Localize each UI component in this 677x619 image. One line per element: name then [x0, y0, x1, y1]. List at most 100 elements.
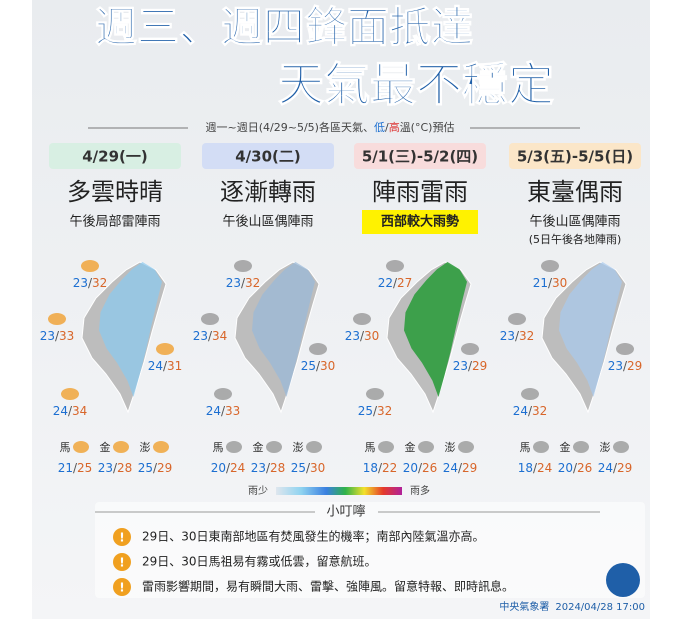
weather-icon: [386, 260, 404, 272]
temperature: 22/27: [378, 276, 413, 290]
date-pill: [354, 143, 486, 169]
temp-low: 23: [193, 329, 208, 343]
temperature: 20/24: [211, 461, 246, 475]
temp-high: 29: [472, 359, 487, 373]
temp-sep: /: [548, 276, 553, 290]
temperature: 23/29: [608, 359, 643, 373]
weather-icon: [378, 441, 394, 453]
warning-icon: [113, 578, 131, 596]
weather-icon: [573, 441, 589, 453]
temp-low: 24: [206, 404, 221, 418]
agency: 中央氣象署: [499, 600, 549, 613]
weather-icon: [613, 441, 629, 453]
temp-sep: /: [226, 461, 231, 475]
temp-high: 31: [167, 359, 182, 373]
warning-icon: [113, 553, 131, 571]
date-pill: [509, 143, 641, 169]
date-pill: [49, 143, 181, 169]
temperature: 18/24: [518, 461, 553, 475]
weather-icon: [234, 260, 252, 272]
note: 午後山區偶陣雨: [529, 215, 620, 230]
temp-high: 32: [92, 276, 107, 290]
temp-high: 30: [310, 461, 325, 475]
temp-sep: /: [393, 276, 398, 290]
island-name: 澎: [445, 441, 456, 454]
temperature: 23/28: [98, 461, 133, 475]
temp-high: 32: [377, 404, 392, 418]
island-name: 金: [405, 440, 416, 454]
map: [386, 261, 472, 414]
weather-icon: [266, 441, 282, 453]
timestamp: 2024/04/28 17:00: [555, 602, 645, 613]
note: 西部較大雨勢: [381, 214, 459, 230]
temp-high: 30: [320, 359, 335, 373]
weather-icon: [366, 388, 384, 400]
subtitle-part: 高: [389, 120, 400, 134]
temp-low: 23: [73, 276, 88, 290]
temp-high: 34: [72, 404, 87, 418]
temp-low: 24: [513, 404, 528, 418]
warning-mark: !: [119, 531, 124, 545]
temp-sep: /: [153, 461, 158, 475]
temp-sep: /: [68, 404, 73, 418]
map: [234, 261, 320, 414]
warning-mark: !: [119, 556, 124, 570]
temp-low: 20: [403, 461, 418, 475]
temp-sep: /: [528, 404, 533, 418]
temp-low: 25: [291, 461, 306, 475]
temp-high: 30: [364, 329, 379, 343]
temp-sep: /: [533, 461, 538, 475]
island-name: 澎: [293, 441, 304, 454]
temp-low: 20: [211, 461, 226, 475]
weather-icon: [461, 343, 479, 355]
temp-sep: /: [55, 329, 60, 343]
rain-area: [404, 262, 467, 397]
weather-icon: [48, 313, 66, 325]
temperature: 24/29: [443, 461, 478, 475]
temperature: 24/34: [53, 404, 88, 418]
note: 午後山區偶陣雨: [222, 215, 313, 230]
temp-high: 33: [225, 404, 240, 418]
weather: 東臺偶雨: [527, 178, 623, 206]
rain-area: [99, 262, 162, 397]
temp-low: 18: [518, 461, 533, 475]
temp-sep: /: [573, 461, 578, 475]
weather-icon: [521, 388, 539, 400]
weather-icon: [61, 388, 79, 400]
temp-sep: /: [208, 329, 213, 343]
note: 午後局部雷陣雨: [69, 215, 160, 230]
temp-high: 30: [552, 276, 567, 290]
temp-high: 26: [422, 461, 437, 475]
temp-low: 24: [148, 359, 163, 373]
legend-high: 雨多: [410, 484, 430, 497]
temp-low: 25: [301, 359, 316, 373]
temperature: 23/28: [251, 461, 286, 475]
temperature: 23/32: [226, 276, 261, 290]
temperature: 23/32: [500, 329, 535, 343]
temp-high: 29: [617, 461, 632, 475]
weather-icon: [616, 343, 634, 355]
legend-low: 雨少: [248, 485, 268, 497]
temp-low: 23: [608, 359, 623, 373]
temp-sep: /: [266, 461, 271, 475]
tip: 29日、30日東南部地區有焚風發生的機率；南部內陸氣溫亦高。: [142, 529, 485, 544]
temp-sep: /: [241, 276, 246, 290]
note: (5日午後各地陣雨): [529, 232, 622, 246]
tip: 29日、30日馬祖易有霧或低雲，留意航班。: [142, 554, 377, 569]
date-pill: [202, 143, 334, 169]
weather-icon: [153, 441, 169, 453]
temp-sep: /: [515, 329, 520, 343]
island-name: 金: [560, 440, 571, 454]
temp-high: 28: [117, 461, 132, 475]
temperature: 23/32: [73, 276, 108, 290]
island-name: 金: [253, 440, 264, 454]
weather-icon: [458, 441, 474, 453]
date: 4/30(二): [235, 148, 301, 166]
temp-high: 34: [212, 329, 227, 343]
tip: 雷雨影響期間，易有瞬間大雨、雷擊、強陣風。留意特報、即時訊息。: [142, 579, 514, 594]
temp-high: 32: [245, 276, 260, 290]
temp-low: 25: [358, 404, 373, 418]
temp-low: 25: [138, 461, 153, 475]
island-name: 馬: [60, 441, 71, 454]
